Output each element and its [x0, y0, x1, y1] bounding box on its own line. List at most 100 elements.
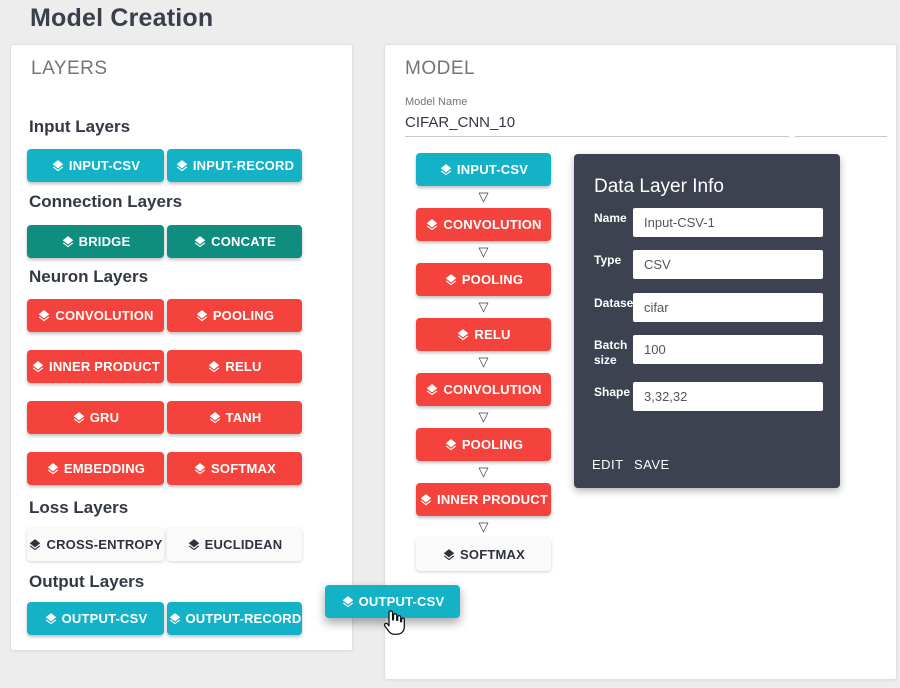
dragged-output-csv-button[interactable]: OUTPUT-CSV	[325, 585, 460, 618]
layer-button-label: CONVOLUTION	[55, 308, 154, 323]
data-layer-info-title: Data Layer Info	[594, 176, 724, 197]
group-heading-loss: Loss Layers	[29, 498, 129, 517]
chain-arrow-icon: ▽	[478, 464, 489, 479]
layer-button-label: SOFTMAX	[211, 461, 276, 476]
layers-panel-title: LAYERS	[31, 58, 108, 79]
chain-node-label: CONVOLUTION	[443, 382, 542, 397]
layer-button-softmax[interactable]: SOFTMAX	[167, 452, 302, 485]
shape-field[interactable]	[633, 382, 823, 411]
layer-button-label: GRU	[89, 410, 120, 425]
layer-button-label: POOLING	[212, 308, 275, 323]
layer-button-gru[interactable]: GRU	[27, 401, 164, 434]
model-panel-title: MODEL	[405, 58, 476, 79]
group-heading-output: Output Layers	[29, 572, 145, 591]
layers-icon	[445, 273, 457, 285]
group-heading-connection: Connection Layers	[29, 192, 183, 211]
layers-icon	[45, 612, 56, 624]
layer-button-label: INNER PRODUCT	[49, 359, 160, 374]
layer-button-label: EUCLIDEAN	[204, 537, 283, 552]
layer-button-label: CONCATE	[211, 234, 276, 249]
field-label-dataset: Dataset	[594, 296, 638, 310]
layers-icon	[62, 235, 73, 247]
layers-icon	[194, 462, 206, 474]
layers-icon	[169, 612, 180, 624]
layer-button-label: OUTPUT-RECORD	[185, 611, 302, 626]
model-chain: INPUT-CSV ▽ CONVOLUTION ▽ POOLING ▽ RELU…	[416, 153, 551, 571]
layer-button-input-record[interactable]: INPUT-RECORD	[167, 149, 302, 182]
chain-node-relu[interactable]: RELU	[416, 318, 551, 351]
chain-node-inner-product[interactable]: INNER PRODUCT	[416, 483, 551, 516]
chain-node-pooling-1[interactable]: POOLING	[416, 263, 551, 296]
chain-node-label: POOLING	[461, 437, 524, 452]
chain-arrow-icon: ▽	[478, 244, 489, 259]
layer-button-convolution[interactable]: CONVOLUTION	[27, 299, 164, 332]
dragged-button-label: OUTPUT-CSV	[358, 594, 445, 609]
layer-button-label: BRIDGE	[78, 234, 131, 249]
chain-node-label: SOFTMAX	[460, 547, 525, 562]
field-label-name: Name	[594, 211, 627, 225]
layer-button-label: TANH	[225, 410, 262, 425]
group-heading-input: Input Layers	[29, 117, 131, 136]
layer-button-euclidean[interactable]: EUCLIDEAN	[167, 528, 302, 561]
layer-button-label: EMBEDDING	[63, 461, 146, 476]
layer-button-inner-product[interactable]: INNER PRODUCT	[27, 350, 164, 383]
chain-node-label: CONVOLUTION	[443, 217, 542, 232]
layer-button-bridge[interactable]: BRIDGE	[27, 225, 164, 258]
layer-button-embedding[interactable]: EMBEDDING	[27, 452, 164, 485]
chain-node-label: INPUT-CSV	[456, 162, 529, 177]
chain-arrow-icon: ▽	[478, 519, 489, 534]
layers-icon	[73, 411, 84, 423]
model-name-input[interactable]	[405, 108, 789, 137]
layers-icon	[342, 595, 353, 607]
field-label-shape: Shape	[594, 385, 631, 399]
layer-button-input-csv[interactable]: INPUT-CSV	[27, 149, 164, 182]
layer-button-label: INPUT-RECORD	[192, 158, 295, 173]
model-panel: MODEL Model Name INPUT-CSV ▽ CONVOLUTION…	[384, 44, 897, 680]
layer-button-output-csv[interactable]: OUTPUT-CSV	[27, 602, 164, 635]
chain-arrow-icon: ▽	[478, 299, 489, 314]
model-name-label: Model Name	[405, 96, 468, 108]
dataset-field[interactable]	[633, 293, 823, 322]
chain-node-pooling-2[interactable]: POOLING	[416, 428, 551, 461]
layers-icon	[427, 383, 438, 395]
field-label-batch-size: Batch size	[594, 338, 628, 367]
layer-button-label: RELU	[225, 359, 262, 374]
layers-icon	[209, 360, 220, 372]
group-heading-neuron: Neuron Layers	[29, 267, 149, 286]
chain-node-label: INNER PRODUCT	[437, 492, 548, 507]
layers-icon	[196, 309, 208, 321]
chain-node-softmax[interactable]: SOFTMAX	[416, 538, 551, 571]
layers-icon	[445, 438, 457, 450]
layers-icon	[440, 163, 452, 175]
layer-button-tanh[interactable]: TANH	[167, 401, 302, 434]
chain-arrow-icon: ▽	[478, 354, 489, 369]
layer-button-output-record[interactable]: OUTPUT-RECORD	[167, 602, 302, 635]
layer-button-cross-entropy[interactable]: CROSS-ENTROPY	[27, 528, 164, 561]
layers-panel: LAYERS Input Layers INPUT-CSV INPUT-RECO…	[10, 44, 353, 651]
chain-node-label: POOLING	[461, 272, 524, 287]
layers-icon	[30, 538, 41, 550]
edit-button[interactable]: EDIT	[592, 457, 624, 472]
chain-node-convolution-2[interactable]: CONVOLUTION	[416, 373, 551, 406]
chain-node-input-csv[interactable]: INPUT-CSV	[416, 153, 551, 186]
layers-icon	[47, 462, 59, 474]
chain-node-convolution-1[interactable]: CONVOLUTION	[416, 208, 551, 241]
layers-icon	[209, 411, 220, 423]
name-field[interactable]	[633, 208, 823, 237]
layer-button-label: OUTPUT-CSV	[61, 611, 148, 626]
data-layer-info-panel: Data Layer Info Name Type Dataset Batch …	[574, 154, 840, 488]
layer-button-pooling[interactable]: POOLING	[167, 299, 302, 332]
field-label-type: Type	[594, 253, 622, 267]
layers-icon	[420, 493, 432, 505]
layers-icon	[52, 159, 64, 171]
batch-size-field[interactable]	[633, 335, 823, 364]
layer-button-concate[interactable]: CONCATE	[167, 225, 302, 258]
save-button[interactable]: SAVE	[634, 457, 670, 472]
type-field[interactable]	[633, 250, 823, 279]
divider	[795, 136, 887, 137]
chain-node-label: RELU	[474, 327, 511, 342]
layer-button-label: INPUT-CSV	[68, 158, 141, 173]
layers-icon	[194, 235, 206, 247]
layer-button-relu[interactable]: RELU	[167, 350, 302, 383]
hand-cursor-icon	[383, 610, 405, 635]
